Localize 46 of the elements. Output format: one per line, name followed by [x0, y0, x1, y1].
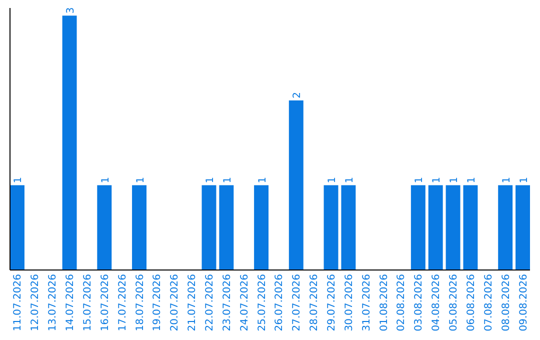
x-tick-label: 14.07.2026 [65, 274, 76, 332]
x-tick-label: 12.07.2026 [30, 274, 42, 332]
x-tick-label: 18.07.2026 [134, 274, 146, 332]
x-tick-label: 15.07.2026 [82, 274, 94, 332]
x-tick-label: 16.07.2026 [100, 274, 111, 332]
data-label: 1 [135, 176, 146, 184]
data-label: 1 [204, 176, 216, 184]
data-label: 1 [222, 176, 234, 184]
x-tick-label: 29.07.2026 [326, 274, 338, 332]
data-label: 1 [327, 176, 338, 184]
x-tick-label: 28.07.2026 [309, 274, 320, 332]
x-tick-label: 06.08.2026 [466, 274, 477, 332]
x-tick-label: 13.07.2026 [48, 274, 59, 332]
x-tick-label: 30.07.2026 [344, 274, 355, 332]
x-tick-label: 08.08.2026 [500, 274, 512, 332]
data-label: 1 [13, 176, 24, 184]
x-tick-label: 27.07.2026 [292, 274, 303, 332]
data-label: 3 [66, 7, 77, 14]
x-tick-label: 09.08.2026 [518, 274, 530, 332]
x-tick-label: 04.08.2026 [431, 274, 442, 332]
x-tick-label: 03.08.2026 [414, 274, 425, 332]
x-tick-label: 05.08.2026 [448, 274, 460, 332]
data-label: 1 [257, 176, 268, 184]
x-tick-label: 02.08.2026 [396, 274, 408, 332]
data-label: 1 [518, 176, 530, 184]
data-label: 2 [292, 92, 304, 98]
data-label: 1 [466, 176, 478, 184]
data-label: 1 [501, 176, 512, 184]
data-label: 1 [432, 176, 443, 184]
x-tick-label: 31.07.2026 [361, 274, 372, 332]
x-tick-label: 11.07.2026 [12, 274, 24, 332]
x-tick-label: 23.07.2026 [222, 274, 233, 332]
x-tick-label: 25.07.2026 [256, 274, 268, 332]
data-label: 1 [100, 176, 112, 184]
x-tick-label: 21.07.2026 [187, 274, 198, 332]
x-tick-label: 19.07.2026 [152, 274, 164, 332]
data-label: 1 [344, 176, 356, 184]
x-tick-label: 07.08.2026 [483, 274, 494, 332]
x-tick-label: 24.07.2026 [239, 274, 250, 332]
x-tick-label: 22.07.2026 [204, 274, 216, 332]
x-tick-label: 20.07.2026 [170, 274, 181, 332]
data-label: 1 [449, 176, 460, 184]
data-label: 1 [414, 176, 426, 184]
x-tick-label: 01.08.2026 [378, 274, 390, 332]
x-tick-label: 17.07.2026 [117, 274, 128, 332]
x-tick-label: 26.07.2026 [274, 274, 286, 332]
